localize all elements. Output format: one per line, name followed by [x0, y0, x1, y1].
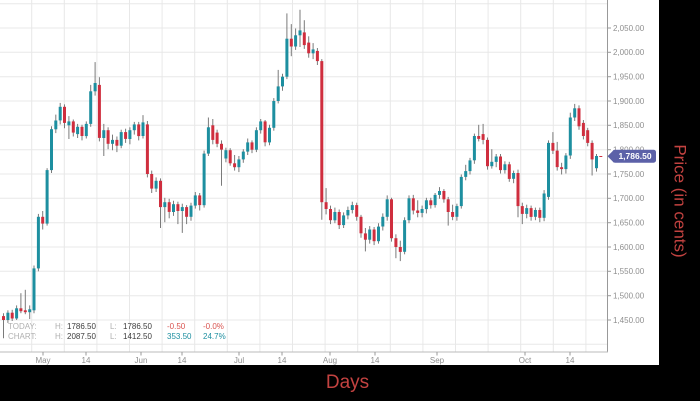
- legend-chart-low-label: L:: [110, 332, 117, 341]
- y-axis-title: Price (in cents): [670, 143, 690, 258]
- svg-text:14: 14: [566, 356, 575, 365]
- legend-today-high-value: 1786.50: [67, 322, 96, 331]
- x-axis-title: Days: [325, 372, 370, 393]
- legend-chart-change: 353.50: [167, 332, 192, 341]
- legend-chart-high-label: H:: [55, 332, 63, 341]
- svg-text:2,000.00: 2,000.00: [613, 48, 645, 57]
- legend-today-label: TODAY:: [8, 322, 37, 331]
- legend-today-change-pct: -0.0%: [203, 322, 224, 331]
- legend-today-change: -0.50: [167, 322, 186, 331]
- svg-text:Aug: Aug: [323, 356, 337, 365]
- svg-text:May: May: [35, 356, 50, 365]
- svg-text:1,950.00: 1,950.00: [613, 73, 645, 82]
- chart-canvas[interactable]: 2,050.00 2,000.00 1,950.00 1,900.00 1,850.00…: [0, 0, 659, 365]
- svg-text:Jul: Jul: [234, 356, 244, 365]
- candles-layer: [2, 9, 603, 339]
- svg-text:1,700.00: 1,700.00: [613, 194, 645, 203]
- legend-chart-high-value: 2087.50: [67, 332, 96, 341]
- legend-today-high-label: H:: [55, 322, 63, 331]
- y-axis-title-strip: Price (in cents): [659, 0, 700, 401]
- svg-text:14: 14: [371, 356, 380, 365]
- chart-panel: 2,050.00 2,000.00 1,950.00 1,900.00 1,850.00…: [0, 0, 659, 365]
- legend-today-low-value: 1786.50: [123, 322, 152, 331]
- svg-text:Oct: Oct: [519, 356, 532, 365]
- svg-text:14: 14: [278, 356, 287, 365]
- svg-text:1,500.00: 1,500.00: [613, 292, 645, 301]
- price-badge: [612, 149, 656, 163]
- svg-text:1,600.00: 1,600.00: [613, 243, 645, 252]
- svg-text:Sep: Sep: [430, 356, 445, 365]
- svg-text:1,850.00: 1,850.00: [613, 121, 645, 130]
- badge-layer: 1,786.50: [607, 149, 656, 163]
- svg-text:Jun: Jun: [135, 356, 148, 365]
- svg-text:1,900.00: 1,900.00: [613, 97, 645, 106]
- legend-today-low-label: L:: [110, 322, 117, 331]
- svg-text:14: 14: [82, 356, 91, 365]
- grid-layer: [0, 0, 607, 352]
- svg-text:1,550.00: 1,550.00: [613, 267, 645, 276]
- legend-chart-low-value: 1412.50: [123, 332, 152, 341]
- legend-chart-change-pct: 24.7%: [203, 332, 226, 341]
- svg-text:1,750.00: 1,750.00: [613, 170, 645, 179]
- svg-text:2,050.00: 2,050.00: [613, 24, 645, 33]
- svg-text:1,450.00: 1,450.00: [613, 316, 645, 325]
- svg-text:14: 14: [178, 356, 187, 365]
- price-badge-pointer: [607, 149, 614, 163]
- svg-text:1,650.00: 1,650.00: [613, 219, 645, 228]
- axis-layer: 2,050.00 2,000.00 1,950.00 1,900.00 1,850.00…: [0, 0, 645, 365]
- price-badge-text: 1,786.50: [618, 151, 651, 161]
- x-axis-title-strip: Days: [0, 365, 659, 401]
- legend-chart-label: CHART:: [8, 332, 37, 341]
